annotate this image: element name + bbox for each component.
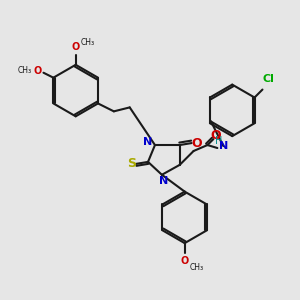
Text: Cl: Cl <box>262 74 274 84</box>
Text: O: O <box>72 42 80 52</box>
Text: O: O <box>33 66 41 76</box>
Text: N: N <box>219 141 228 151</box>
Text: S: S <box>127 158 136 170</box>
Text: N: N <box>143 137 153 147</box>
Text: CH₃: CH₃ <box>81 38 95 47</box>
Text: O: O <box>181 256 189 266</box>
Text: N: N <box>159 176 169 186</box>
Text: O: O <box>210 129 221 142</box>
Text: CH₃: CH₃ <box>17 66 32 75</box>
Text: O: O <box>191 136 202 150</box>
Text: H: H <box>215 136 222 146</box>
Text: CH₃: CH₃ <box>190 263 204 272</box>
